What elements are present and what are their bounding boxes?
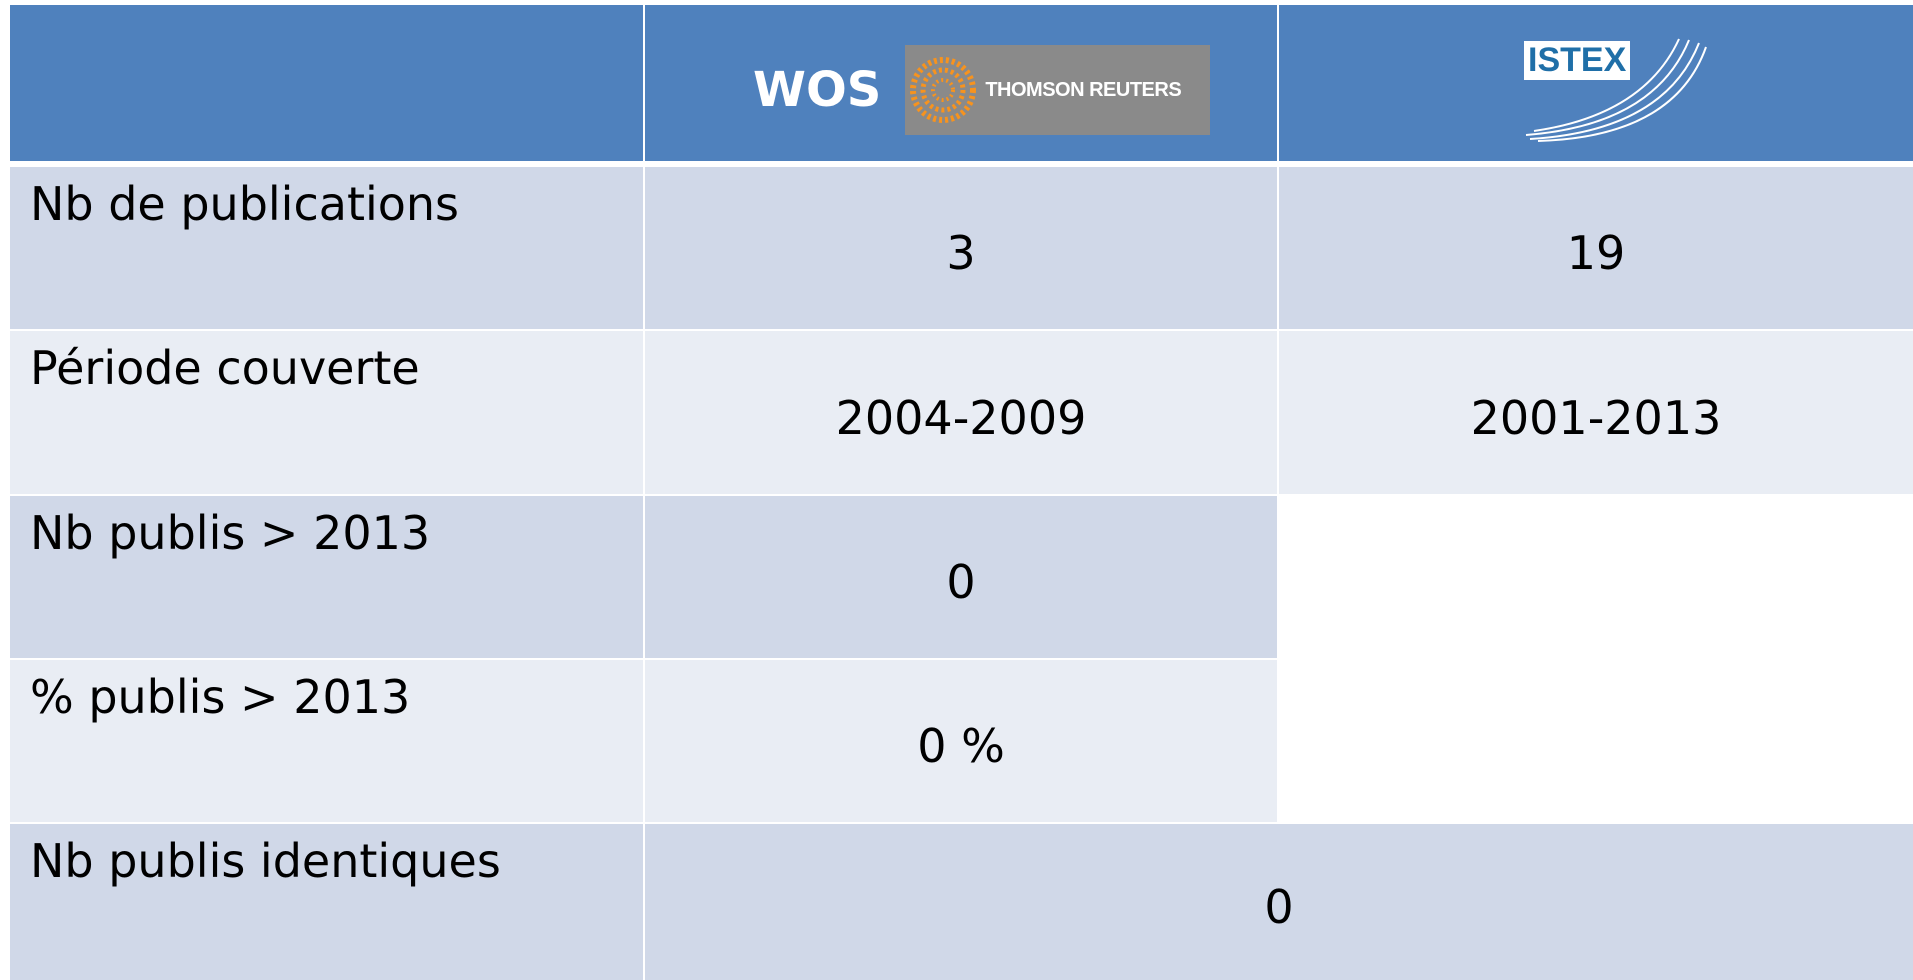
row-label: Nb publis > 2013	[10, 496, 643, 658]
header-cell	[10, 5, 643, 161]
header-cell: ISTEX	[1279, 5, 1913, 161]
cell: 2001-2013	[1279, 331, 1913, 494]
thomson-logo: THOMSON REUTERS	[905, 45, 1211, 135]
header-cell: WOS THOMSON REUTERS	[645, 5, 1277, 161]
cell: 3	[645, 167, 1277, 329]
cell: 19	[1279, 167, 1913, 329]
row-label: Nb publis identiques	[10, 824, 643, 980]
thomson-text: THOMSON REUTERS	[985, 78, 1182, 101]
cell: 0	[645, 496, 1277, 658]
row-label: % publis > 2013	[10, 660, 643, 822]
istex-text: ISTEX	[1524, 41, 1631, 80]
wos-text: WOS	[753, 62, 882, 118]
cell: 2004-2009	[645, 331, 1277, 494]
row-label: Période couverte	[10, 331, 643, 494]
thomson-emblem	[910, 57, 977, 123]
istex-swoosh	[1525, 38, 1707, 142]
wos-logo: WOS THOMSON REUTERS	[753, 45, 1211, 135]
cell: 0	[645, 824, 1913, 980]
row-label: Nb de publications	[10, 167, 643, 329]
istex-logo: ISTEX	[1524, 35, 1709, 143]
cell: 0 %	[645, 660, 1277, 822]
